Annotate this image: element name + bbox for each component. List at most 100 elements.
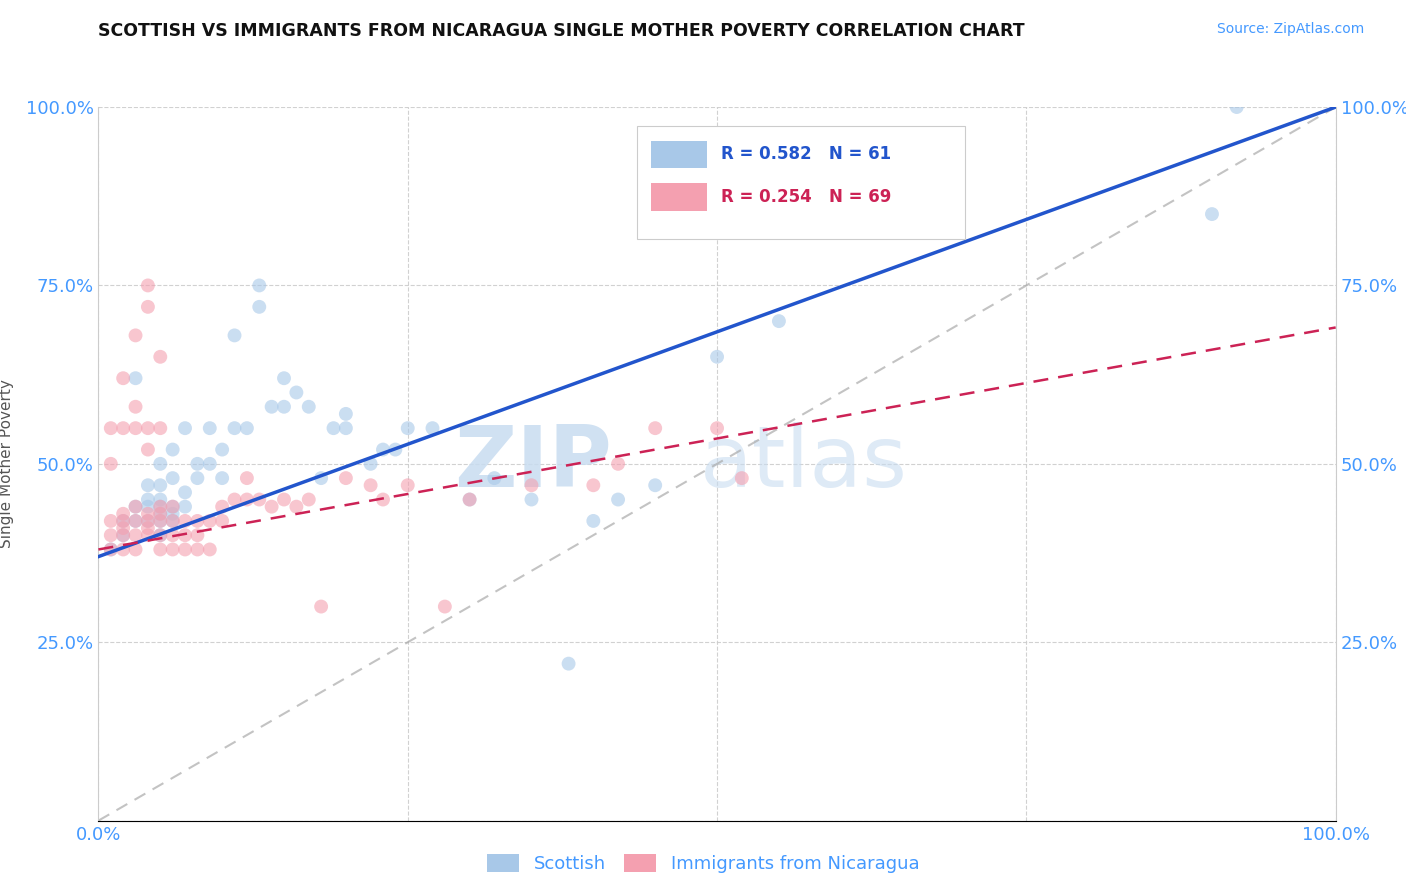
Point — [149, 500, 172, 514]
Point — [298, 400, 321, 414]
Point — [422, 421, 444, 435]
Point — [371, 492, 394, 507]
Point — [247, 492, 270, 507]
Point — [706, 421, 728, 435]
Point — [371, 442, 394, 457]
Point — [360, 478, 382, 492]
Point — [273, 371, 295, 385]
Point — [198, 457, 221, 471]
Point — [557, 657, 579, 671]
Point — [236, 421, 259, 435]
Point — [644, 421, 666, 435]
Point — [112, 514, 135, 528]
Point — [335, 407, 357, 421]
Point — [174, 485, 197, 500]
Point — [174, 421, 197, 435]
Point — [149, 514, 172, 528]
Point — [100, 528, 122, 542]
Point — [520, 492, 543, 507]
Point — [298, 492, 321, 507]
Point — [149, 507, 172, 521]
Point — [124, 528, 146, 542]
Point — [322, 421, 344, 435]
Point — [396, 421, 419, 435]
Point — [174, 514, 197, 528]
Point — [582, 514, 605, 528]
Point — [285, 500, 308, 514]
Point — [211, 442, 233, 457]
Point — [112, 542, 135, 557]
Point — [520, 478, 543, 492]
Point — [136, 528, 159, 542]
Text: SCOTTISH VS IMMIGRANTS FROM NICARAGUA SINGLE MOTHER POVERTY CORRELATION CHART: SCOTTISH VS IMMIGRANTS FROM NICARAGUA SI… — [98, 22, 1025, 40]
Point — [458, 492, 481, 507]
Point — [644, 478, 666, 492]
Point — [260, 400, 283, 414]
Point — [124, 542, 146, 557]
Point — [124, 328, 146, 343]
Point — [124, 371, 146, 385]
Point — [136, 514, 159, 528]
Point — [162, 507, 184, 521]
Point — [149, 492, 172, 507]
Point — [112, 528, 135, 542]
Point — [124, 514, 146, 528]
Point — [186, 528, 208, 542]
Point — [162, 471, 184, 485]
Text: ZIP: ZIP — [454, 422, 612, 506]
Point — [149, 507, 172, 521]
Point — [162, 442, 184, 457]
Point — [484, 471, 506, 485]
Point — [149, 457, 172, 471]
Point — [706, 350, 728, 364]
Point — [149, 514, 172, 528]
Point — [136, 442, 159, 457]
Point — [309, 599, 332, 614]
Point — [396, 478, 419, 492]
Point — [112, 507, 135, 521]
Point — [112, 528, 135, 542]
Point — [162, 542, 184, 557]
Point — [211, 500, 233, 514]
Point — [211, 514, 233, 528]
Point — [149, 528, 172, 542]
Point — [1201, 207, 1223, 221]
Point — [335, 471, 357, 485]
Point — [136, 521, 159, 535]
Point — [273, 400, 295, 414]
Point — [136, 278, 159, 293]
Point — [136, 514, 159, 528]
Legend: Scottish, Immigrants from Nicaragua: Scottish, Immigrants from Nicaragua — [481, 848, 925, 879]
Point — [174, 542, 197, 557]
Point — [335, 421, 357, 435]
Point — [247, 300, 270, 314]
Point — [124, 421, 146, 435]
Point — [100, 457, 122, 471]
Bar — [651, 141, 707, 168]
Point — [149, 478, 172, 492]
Point — [162, 514, 184, 528]
Point — [260, 500, 283, 514]
Point — [768, 314, 790, 328]
Point — [162, 528, 184, 542]
Point — [136, 300, 159, 314]
Point — [582, 478, 605, 492]
Point — [149, 542, 172, 557]
Point — [149, 528, 172, 542]
Point — [186, 542, 208, 557]
Text: R = 0.254   N = 69: R = 0.254 N = 69 — [721, 188, 891, 206]
Text: atlas: atlas — [700, 422, 908, 506]
Point — [100, 514, 122, 528]
Point — [186, 514, 208, 528]
Point — [149, 421, 172, 435]
Point — [162, 500, 184, 514]
Point — [124, 400, 146, 414]
Point — [100, 542, 122, 557]
Point — [136, 421, 159, 435]
Point — [124, 500, 146, 514]
Point — [198, 542, 221, 557]
Text: R = 0.582   N = 61: R = 0.582 N = 61 — [721, 145, 891, 163]
Point — [211, 471, 233, 485]
Point — [124, 500, 146, 514]
Point — [162, 500, 184, 514]
